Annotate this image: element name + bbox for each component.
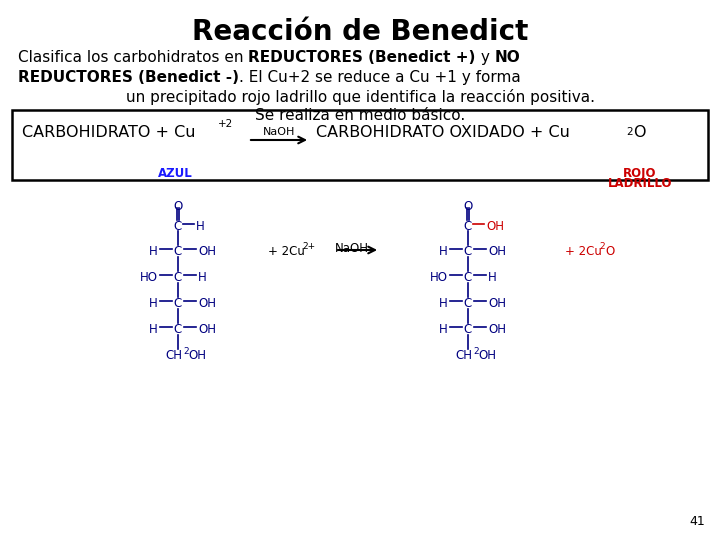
Text: 2+: 2+ [302,242,315,251]
Text: NO: NO [495,50,521,65]
Text: OH: OH [198,297,216,310]
Text: OH: OH [488,245,506,258]
Text: + 2Cu: + 2Cu [268,245,305,258]
Text: H: H [198,271,207,284]
Text: O: O [464,200,472,213]
Text: OH: OH [198,245,216,258]
Text: OH: OH [486,220,504,233]
Text: H: H [149,245,158,258]
Text: H: H [439,245,448,258]
Text: O: O [174,200,183,213]
Text: C: C [464,323,472,336]
Bar [12,110,708,180]
Text: H: H [439,297,448,310]
Text: H: H [149,323,158,336]
Text: Se realiza en medio básico.: Se realiza en medio básico. [255,108,465,123]
Text: AZUL: AZUL [158,167,192,180]
Text: H: H [149,297,158,310]
Text: C: C [464,245,472,258]
Text: C: C [174,271,182,284]
Text: C: C [174,297,182,310]
Text: NaOH: NaOH [263,127,295,137]
Text: REDUCTORES (Benedict -): REDUCTORES (Benedict -) [18,70,239,85]
Text: + 2Cu: + 2Cu [565,245,602,258]
Text: C: C [464,220,472,233]
Text: Clasifica los carbohidratos en: Clasifica los carbohidratos en [18,50,248,65]
Text: OH: OH [198,323,216,336]
Text: un precipitado rojo ladrillo que identifica la reacción positiva.: un precipitado rojo ladrillo que identif… [125,89,595,105]
Text: 2: 2 [183,347,189,356]
Text: Reacción de Benedict: Reacción de Benedict [192,18,528,46]
Text: LADRILLO: LADRILLO [608,177,672,190]
Text: y: y [476,50,495,65]
Text: C: C [174,323,182,336]
Text: C: C [464,297,472,310]
Text: OH: OH [488,323,506,336]
Text: CARBOHIDRATO OXIDADO + Cu: CARBOHIDRATO OXIDADO + Cu [316,125,570,140]
Text: 41: 41 [689,515,705,528]
Text: H: H [439,323,448,336]
Text: H: H [196,220,204,233]
Text: OH: OH [478,349,496,362]
Text: REDUCTORES (Benedict +): REDUCTORES (Benedict +) [248,50,476,65]
Text: H: H [488,271,497,284]
Text: CARBOHIDRATO + Cu: CARBOHIDRATO + Cu [22,125,196,140]
Text: C: C [174,245,182,258]
Text: CH: CH [456,349,472,362]
Text: NaOH: NaOH [335,242,369,255]
Text: OH: OH [188,349,206,362]
Text: C: C [174,220,182,233]
Text: C: C [464,271,472,284]
Text: HO: HO [140,271,158,284]
Text: +2: +2 [218,119,233,129]
Text: HO: HO [430,271,448,284]
Text: O: O [633,125,646,140]
Text: OH: OH [488,297,506,310]
Text: O: O [605,245,614,258]
Text: ROJO: ROJO [624,167,657,180]
Text: . El Cu+2 se reduce a Cu +1 y forma: . El Cu+2 se reduce a Cu +1 y forma [239,70,521,85]
Text: 2: 2 [626,127,633,137]
Text: 2: 2 [473,347,479,356]
Text: CH: CH [166,349,182,362]
Text: 2: 2 [599,242,605,251]
